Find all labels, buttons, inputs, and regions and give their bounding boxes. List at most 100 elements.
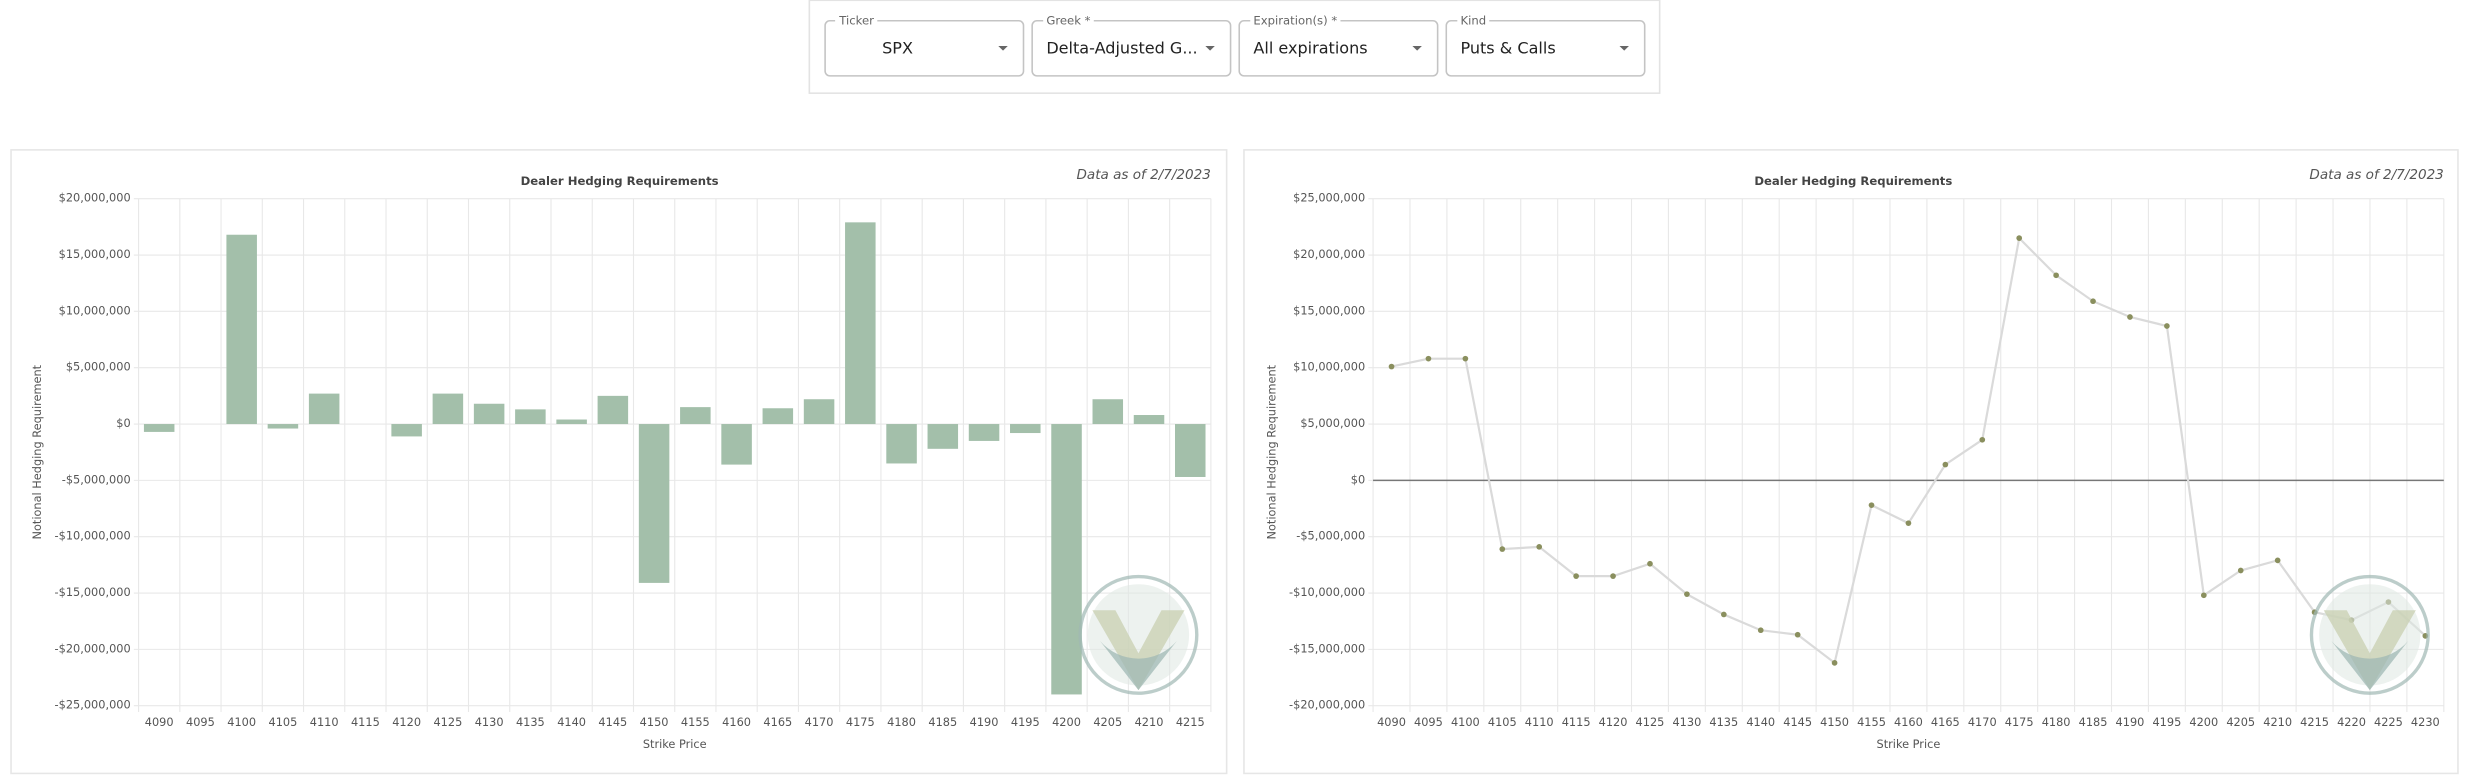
data-date: Data as of 2/7/2023 — [1077, 167, 1211, 183]
watermark-logo — [2309, 574, 2430, 695]
x-tick-label: 4200 — [2189, 715, 2218, 729]
x-tick-label: 4155 — [1857, 715, 1886, 729]
x-tick-label: 4150 — [1820, 715, 1849, 729]
x-tick-label: 4220 — [2337, 715, 2366, 729]
bar — [391, 424, 422, 437]
select-label: Expiration(s) * — [1253, 13, 1337, 27]
select-outline[interactable] — [1031, 19, 1232, 77]
y-axis-label: Notional Hedging Requirement — [1264, 364, 1278, 539]
point — [2053, 272, 2059, 279]
bar — [1174, 424, 1206, 477]
select-label: Kind — [1460, 13, 1486, 27]
select-outline[interactable] — [1445, 19, 1646, 77]
dropdown-arrow[interactable] — [1205, 45, 1215, 51]
y-tick-label: -$15,000,000 — [55, 585, 131, 599]
watermark-logo — [1078, 574, 1199, 695]
x-tick-label: 4145 — [598, 715, 627, 729]
x-tick-label: 4135 — [516, 715, 545, 729]
dropdown-arrow[interactable] — [1412, 45, 1422, 51]
point — [1942, 461, 1949, 468]
point — [2237, 567, 2244, 574]
x-tick-label: 4130 — [475, 715, 504, 729]
point — [1868, 502, 1875, 508]
x-tick-label: 4230 — [2411, 715, 2440, 729]
select-value[interactable]: All expirations — [1253, 39, 1367, 58]
y-tick-label: $20,000,000 — [1293, 247, 1365, 261]
x-tick-label: 4135 — [1709, 715, 1738, 729]
label-gap — [1043, 19, 1094, 23]
x-tick-label: 4165 — [763, 715, 792, 729]
bar — [886, 424, 917, 464]
x-tick-label: 4145 — [1783, 715, 1812, 729]
bar — [680, 407, 711, 425]
point — [1536, 544, 1543, 550]
x-tick-label: 4195 — [2152, 715, 2181, 729]
select-label: Greek * — [1046, 13, 1090, 27]
x-tick-label: 4195 — [1011, 715, 1040, 729]
x-axis-label: Strike Price — [643, 737, 707, 751]
y-tick-label: $5,000,000 — [1300, 416, 1365, 430]
select-value[interactable]: Puts & Calls — [1460, 39, 1555, 58]
y-tick-label: $15,000,000 — [59, 247, 131, 261]
bar — [762, 408, 794, 425]
bar — [845, 222, 876, 425]
x-tick-label: 4200 — [1052, 715, 1081, 729]
x-tick-label: 4215 — [1176, 715, 1205, 729]
y-tick-label: $0 — [1351, 472, 1365, 486]
x-tick-label: 4205 — [1093, 715, 1122, 729]
x-tick-label: 4140 — [557, 715, 586, 729]
point — [1573, 573, 1579, 579]
point — [1720, 611, 1727, 618]
x-tick-label: 4190 — [970, 715, 999, 729]
x-tick-label: 4115 — [351, 715, 380, 729]
x-tick-label: 4095 — [186, 715, 215, 729]
x-tick-label: 4100 — [1451, 715, 1480, 729]
x-tick-label: 4210 — [1135, 715, 1164, 729]
y-axis-label: Notional Hedging Requirement — [30, 364, 44, 539]
y-tick-label: -$10,000,000 — [55, 529, 131, 543]
x-tick-label: 4105 — [1488, 715, 1517, 729]
x-tick-label: 4120 — [392, 715, 421, 729]
x-tick-label: 4125 — [1636, 715, 1665, 729]
x-tick-label: 4160 — [1894, 715, 1923, 729]
select-field[interactable]: Kind Puts & Calls — [1445, 13, 1646, 77]
x-tick-label: 4210 — [2263, 715, 2292, 729]
bar — [1051, 424, 1082, 695]
x-tick-label: 4225 — [2374, 715, 2403, 729]
x-tick-label: 4175 — [846, 715, 875, 729]
point — [1684, 591, 1690, 597]
bar — [927, 424, 959, 449]
dropdown-arrow[interactable] — [998, 45, 1008, 51]
point — [2200, 592, 2207, 599]
x-tick-label: 4185 — [2079, 715, 2108, 729]
select-field[interactable]: Expiration(s) * All expirations — [1238, 13, 1439, 77]
select-field[interactable]: Greek * Delta-Adjusted G... — [1031, 13, 1232, 77]
x-tick-label: 4125 — [433, 715, 462, 729]
point — [2127, 314, 2133, 320]
y-tick-label: -$15,000,000 — [1289, 641, 1365, 655]
point — [1462, 355, 1469, 362]
x-tick-label: 4175 — [2005, 715, 2034, 729]
dropdown-arrow[interactable] — [1619, 45, 1629, 51]
data-date: Data as of 2/7/2023 — [2309, 167, 2443, 183]
x-tick-label: 4150 — [640, 715, 669, 729]
x-tick-label: 4215 — [2300, 715, 2329, 729]
y-tick-label: $10,000,000 — [59, 303, 131, 317]
point — [1757, 627, 1764, 634]
bar — [308, 393, 340, 425]
select-field[interactable]: Ticker SPX — [824, 13, 1025, 77]
x-tick-label: 4180 — [887, 715, 916, 729]
y-tick-label: -$25,000,000 — [55, 698, 131, 712]
bar — [968, 424, 1000, 441]
point — [2090, 298, 2096, 305]
bar — [638, 424, 670, 583]
select-outline[interactable] — [824, 19, 1025, 77]
point — [1610, 573, 1616, 579]
select-value[interactable]: SPX — [882, 39, 913, 58]
bar — [226, 234, 257, 425]
select-value[interactable]: Delta-Adjusted G... — [1046, 39, 1197, 58]
x-tick-label: 4165 — [1931, 715, 1960, 729]
x-tick-label: 4160 — [722, 715, 751, 729]
select-label: Ticker — [838, 13, 874, 27]
